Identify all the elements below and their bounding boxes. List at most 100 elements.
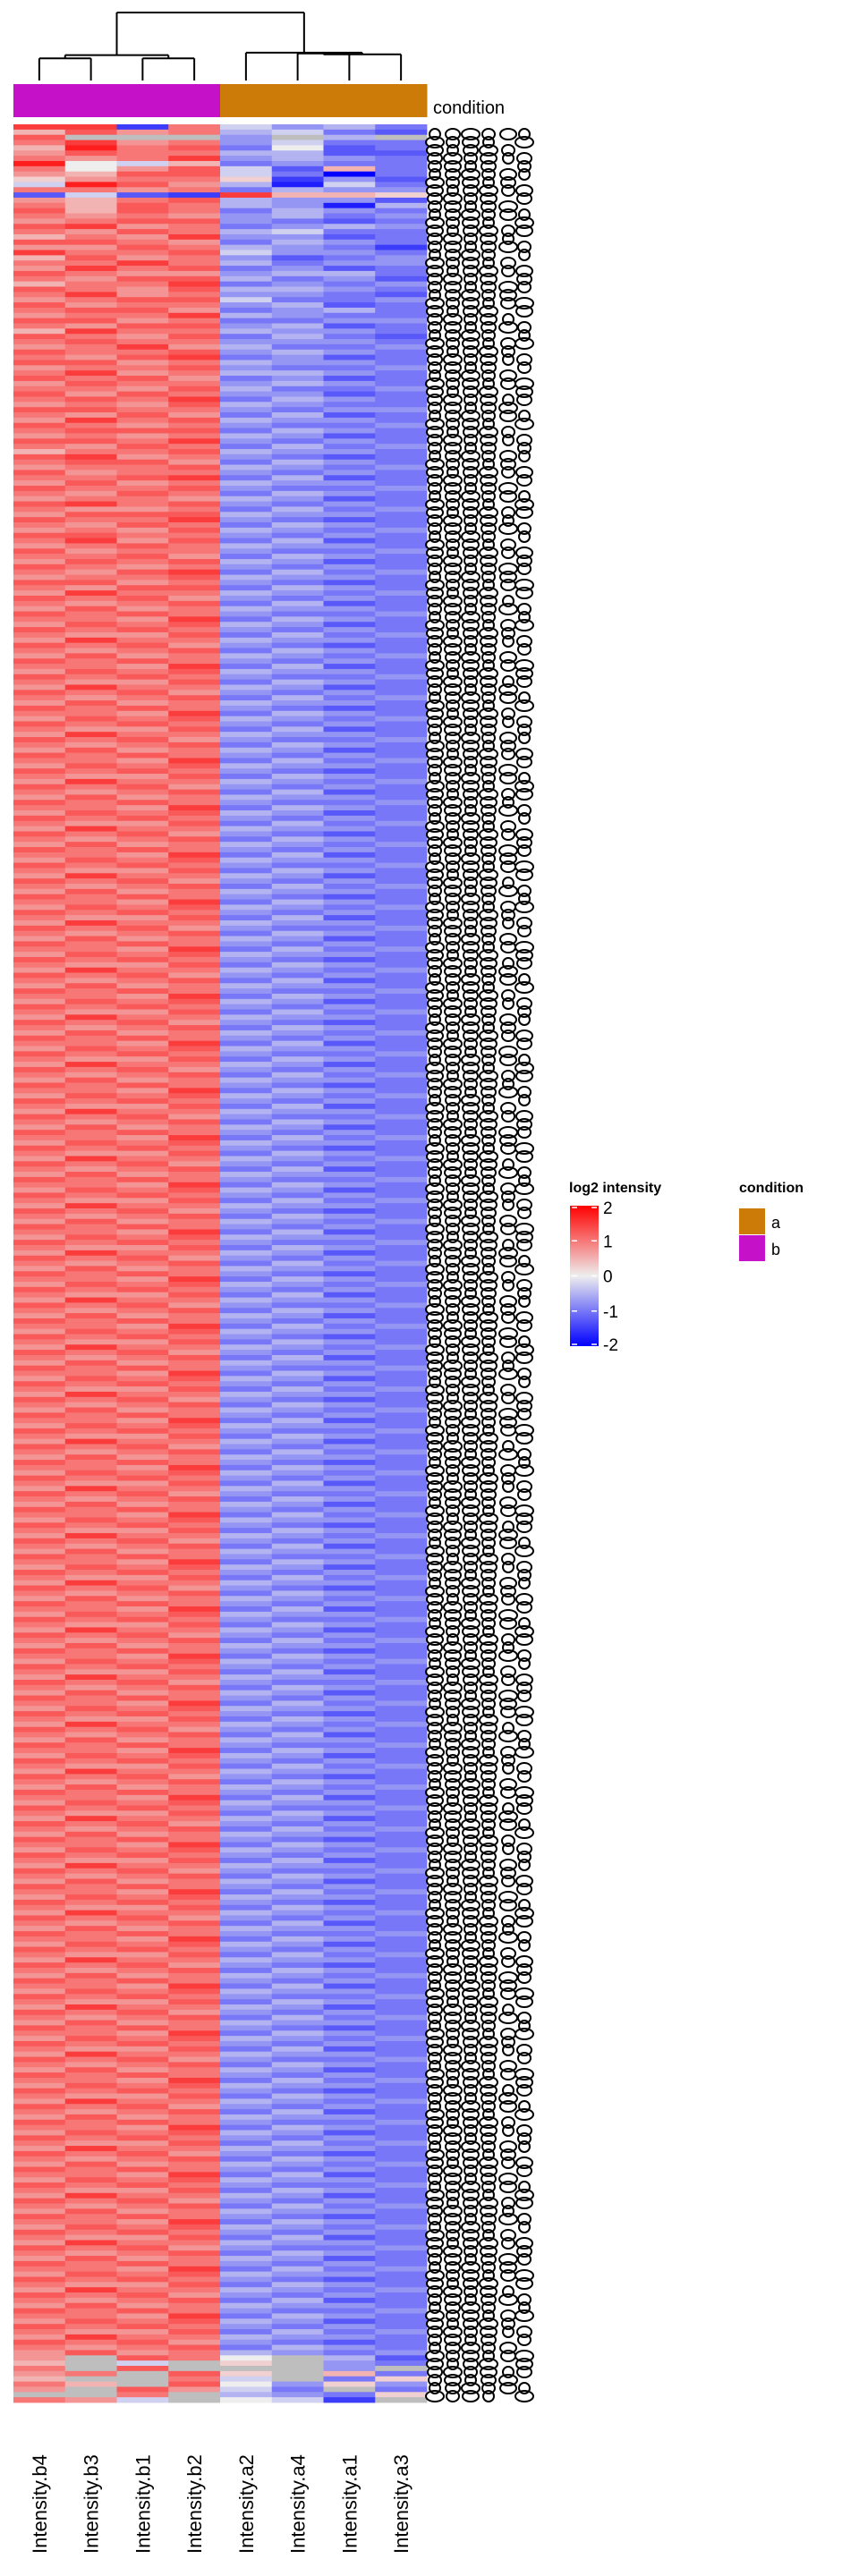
heatmap-cell bbox=[220, 789, 273, 795]
heatmap-cell bbox=[116, 402, 169, 408]
heatmap-cell bbox=[116, 1198, 169, 1204]
heatmap-cell bbox=[220, 2308, 273, 2314]
heatmap-cell bbox=[220, 171, 273, 177]
heatmap-cell bbox=[323, 444, 376, 450]
heatmap-cell bbox=[220, 732, 273, 738]
heatmap-cell bbox=[323, 1564, 376, 1571]
row-label-glyph bbox=[515, 1706, 534, 1718]
heatmap-cell bbox=[168, 1752, 221, 1759]
heatmap-cell bbox=[271, 2067, 324, 2073]
heatmap-cell bbox=[168, 1234, 221, 1241]
row-label-glyph bbox=[446, 418, 460, 430]
heatmap-cell bbox=[220, 852, 273, 859]
heatmap-cell bbox=[64, 1020, 117, 1026]
row-label-glyph bbox=[515, 1875, 533, 1887]
heatmap-cell bbox=[375, 407, 428, 413]
heatmap-cell bbox=[375, 1920, 428, 1927]
heatmap-cell bbox=[375, 255, 428, 261]
heatmap-cell bbox=[323, 1407, 376, 1413]
row-label-glyph bbox=[480, 1360, 498, 1372]
row-label-glyph bbox=[498, 1166, 518, 1179]
row-label-glyph bbox=[427, 514, 443, 527]
heatmap-cell bbox=[116, 590, 169, 597]
row-label-glyph bbox=[447, 1794, 459, 1807]
row-label-glyph bbox=[464, 1207, 477, 1219]
heatmap-cell bbox=[271, 297, 324, 303]
heatmap-cell bbox=[271, 2287, 324, 2293]
row-label-glyph bbox=[482, 820, 495, 833]
heatmap-cell bbox=[168, 433, 221, 439]
row-label-glyph bbox=[517, 1690, 532, 1702]
heatmap-cell bbox=[168, 1402, 221, 1408]
row-label-glyph bbox=[461, 1255, 481, 1267]
heatmap-cell bbox=[375, 784, 428, 791]
row-label-glyph bbox=[461, 772, 481, 784]
row-label-glyph bbox=[501, 506, 515, 519]
heatmap-cell bbox=[323, 1328, 376, 1335]
row-label-glyph bbox=[502, 675, 515, 688]
heatmap-cell bbox=[13, 2256, 66, 2262]
heatmap-cell bbox=[375, 1203, 428, 1209]
heatmap-cell bbox=[271, 538, 324, 544]
row-label-glyph bbox=[481, 522, 497, 535]
annotation-cell-a bbox=[271, 84, 324, 117]
heatmap-cell bbox=[375, 2040, 428, 2047]
heatmap-cell bbox=[116, 862, 169, 869]
heatmap-cell bbox=[271, 2256, 324, 2262]
row-label-glyph bbox=[517, 1770, 532, 1783]
heatmap-cell bbox=[64, 1302, 117, 1309]
row-label-glyph bbox=[462, 2068, 480, 2080]
heatmap-cell bbox=[13, 962, 66, 969]
heatmap-cell bbox=[13, 752, 66, 758]
heatmap-cell bbox=[323, 239, 376, 246]
heatmap-cell bbox=[375, 1774, 428, 1780]
heatmap-cell bbox=[64, 956, 117, 963]
heatmap-cell bbox=[168, 2256, 221, 2262]
heatmap-cell bbox=[375, 1438, 428, 1445]
row-label-glyph bbox=[480, 1199, 498, 1211]
heatmap-cell bbox=[13, 606, 66, 612]
row-label-glyph bbox=[461, 893, 481, 905]
heatmap-cell bbox=[271, 857, 324, 863]
heatmap-cell bbox=[375, 470, 428, 476]
row-label-glyph bbox=[427, 2165, 443, 2177]
heatmap-cell bbox=[375, 365, 428, 371]
heatmap-cell bbox=[168, 569, 221, 575]
heatmap-cell bbox=[375, 1873, 428, 1879]
heatmap-cell bbox=[271, 952, 324, 958]
heatmap-cell bbox=[323, 2109, 376, 2115]
row-label-glyph bbox=[463, 989, 479, 1002]
heatmap-cell bbox=[375, 417, 428, 424]
heatmap-cell bbox=[64, 2366, 117, 2372]
row-label-glyph bbox=[482, 337, 495, 350]
heatmap-cell bbox=[220, 1271, 273, 1277]
heatmap-cell bbox=[220, 695, 273, 701]
heatmap-cell bbox=[13, 2109, 66, 2115]
heatmap-cell bbox=[323, 1370, 376, 1377]
heatmap-cell bbox=[220, 428, 273, 434]
heatmap-cell bbox=[64, 1339, 117, 1345]
heatmap-cell bbox=[375, 1339, 428, 1345]
heatmap-cell bbox=[271, 1768, 324, 1775]
row-label-glyph bbox=[443, 635, 463, 648]
row-label-glyph bbox=[464, 1038, 478, 1050]
heatmap-cell bbox=[116, 1098, 169, 1105]
heatmap-cell bbox=[116, 1470, 169, 1477]
row-label-glyph bbox=[500, 1021, 516, 1034]
heatmap-cell bbox=[168, 2146, 221, 2152]
heatmap-cell bbox=[220, 1999, 273, 2005]
row-label-glyph bbox=[479, 2358, 498, 2370]
heatmap-cell bbox=[64, 1308, 117, 1314]
row-label-glyph bbox=[482, 136, 495, 148]
heatmap-cell bbox=[220, 459, 273, 465]
heatmap-cell bbox=[323, 1852, 376, 1859]
heatmap-cell bbox=[220, 574, 273, 580]
heatmap-cell bbox=[116, 558, 169, 565]
heatmap-cell bbox=[116, 1014, 169, 1021]
heatmap-cell bbox=[271, 684, 324, 691]
row-label-glyph bbox=[501, 466, 515, 479]
heatmap-cell bbox=[271, 1543, 324, 1550]
heatmap-cell bbox=[220, 2192, 273, 2199]
heatmap-cell bbox=[64, 1077, 117, 1083]
heatmap-cell bbox=[375, 569, 428, 575]
